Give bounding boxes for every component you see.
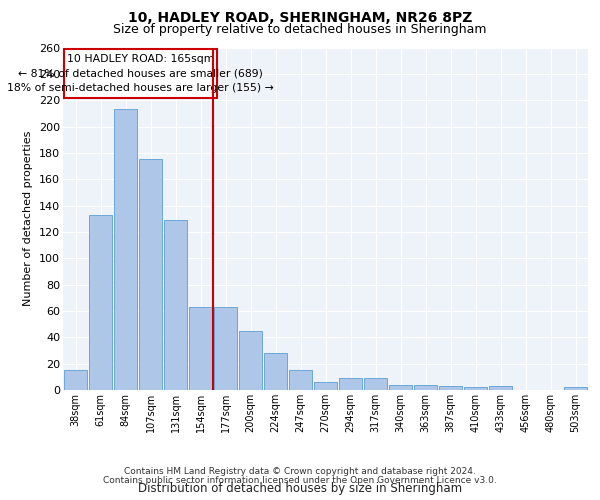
Bar — [414, 384, 437, 390]
Bar — [64, 370, 87, 390]
Bar — [114, 110, 137, 390]
Bar — [464, 388, 487, 390]
Text: Contains HM Land Registry data © Crown copyright and database right 2024.: Contains HM Land Registry data © Crown c… — [124, 467, 476, 476]
Bar — [389, 384, 412, 390]
Text: Distribution of detached houses by size in Sheringham: Distribution of detached houses by size … — [138, 482, 462, 495]
Bar — [89, 215, 112, 390]
Bar — [489, 386, 512, 390]
Y-axis label: Number of detached properties: Number of detached properties — [23, 131, 34, 306]
Bar — [364, 378, 387, 390]
Text: 18% of semi-detached houses are larger (155) →: 18% of semi-detached houses are larger (… — [7, 83, 274, 93]
Bar — [189, 307, 212, 390]
Text: ← 81% of detached houses are smaller (689): ← 81% of detached houses are smaller (68… — [18, 68, 263, 78]
Bar — [139, 160, 162, 390]
Bar — [439, 386, 462, 390]
Bar — [339, 378, 362, 390]
Bar — [214, 307, 237, 390]
Bar — [164, 220, 187, 390]
Text: 10 HADLEY ROAD: 165sqm: 10 HADLEY ROAD: 165sqm — [67, 54, 214, 64]
Text: 10, HADLEY ROAD, SHERINGHAM, NR26 8PZ: 10, HADLEY ROAD, SHERINGHAM, NR26 8PZ — [128, 11, 472, 25]
Text: Contains public sector information licensed under the Open Government Licence v3: Contains public sector information licen… — [103, 476, 497, 485]
Bar — [64, 49, 217, 98]
Bar — [239, 330, 262, 390]
Bar — [314, 382, 337, 390]
Bar — [289, 370, 312, 390]
Bar — [564, 388, 587, 390]
Bar — [264, 353, 287, 390]
Text: Size of property relative to detached houses in Sheringham: Size of property relative to detached ho… — [113, 22, 487, 36]
